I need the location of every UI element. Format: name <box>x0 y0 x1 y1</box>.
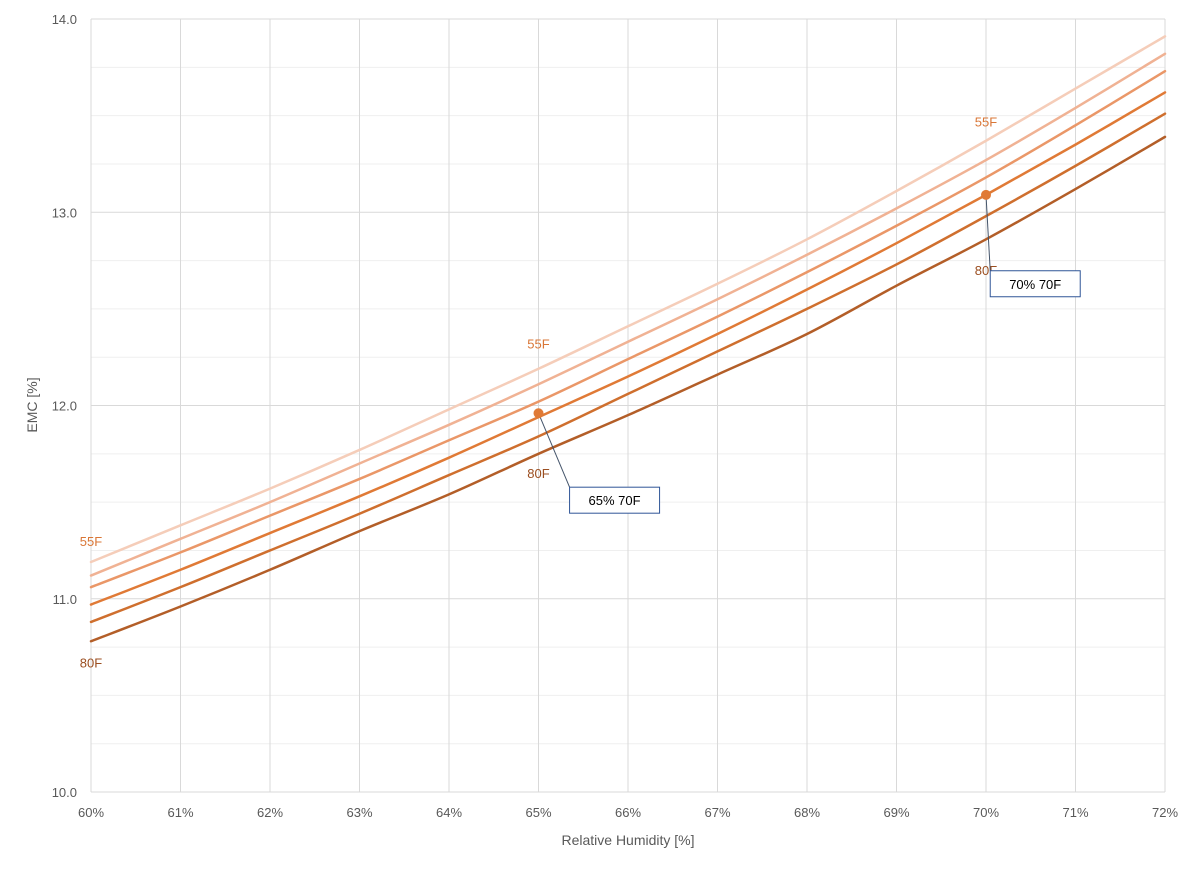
callouts: 65% 70F 70% 70F <box>533 189 1081 514</box>
series-line-1 <box>89 35 1167 564</box>
series-label: 80F <box>527 466 549 481</box>
grid-major <box>90 18 1166 793</box>
y-axis-title: EMC [%] <box>24 377 40 432</box>
callout-label: 65% 70F <box>589 493 641 508</box>
data-point-marker <box>981 189 991 200</box>
series-line-2 <box>89 52 1167 577</box>
y-tick-label: 12.0 <box>52 399 77 414</box>
y-tick-label: 10.0 <box>52 785 77 800</box>
y-tick-labels: 10.0 11.0 12.0 13.0 14.0 <box>52 12 77 800</box>
y-tick-label: 13.0 <box>52 205 77 220</box>
x-tick-label: 61% <box>167 805 193 820</box>
y-tick-label: 11.0 <box>53 592 77 607</box>
x-tick-labels: 60% 61% 62% 63% 64% 65% 66% 67% 68% 69% 70% 71% 72% <box>78 805 1178 820</box>
x-tick-label: 68% <box>794 805 820 820</box>
series-label: 55F <box>80 534 102 549</box>
callout-label: 70% 70F <box>1009 277 1061 292</box>
x-tick-label: 70% <box>973 805 999 820</box>
series-label: 55F <box>975 114 997 129</box>
x-tick-label: 71% <box>1062 805 1088 820</box>
x-tick-label: 60% <box>78 805 104 820</box>
y-tick-label: 14.0 <box>52 12 77 27</box>
x-tick-label: 69% <box>883 805 909 820</box>
x-tick-label: 62% <box>257 805 283 820</box>
callout-box <box>989 270 1081 298</box>
series-line-3 <box>89 69 1167 589</box>
data-point-marker <box>533 408 544 419</box>
x-tick-label: 72% <box>1152 805 1178 820</box>
x-tick-label: 63% <box>346 805 372 820</box>
callout-leader-line <box>538 413 571 488</box>
x-axis-title: Relative Humidity [%] <box>561 832 694 848</box>
callout-leader-line <box>985 194 991 271</box>
series-label: 80F <box>80 656 102 671</box>
x-tick-label: 64% <box>436 805 462 820</box>
x-tick-label: 66% <box>615 805 641 820</box>
series-line-5 <box>89 112 1167 624</box>
x-tick-label: 65% <box>525 805 551 820</box>
x-tick-label: 67% <box>704 805 730 820</box>
series-label: 55F <box>527 337 549 352</box>
callout-box <box>569 486 661 514</box>
